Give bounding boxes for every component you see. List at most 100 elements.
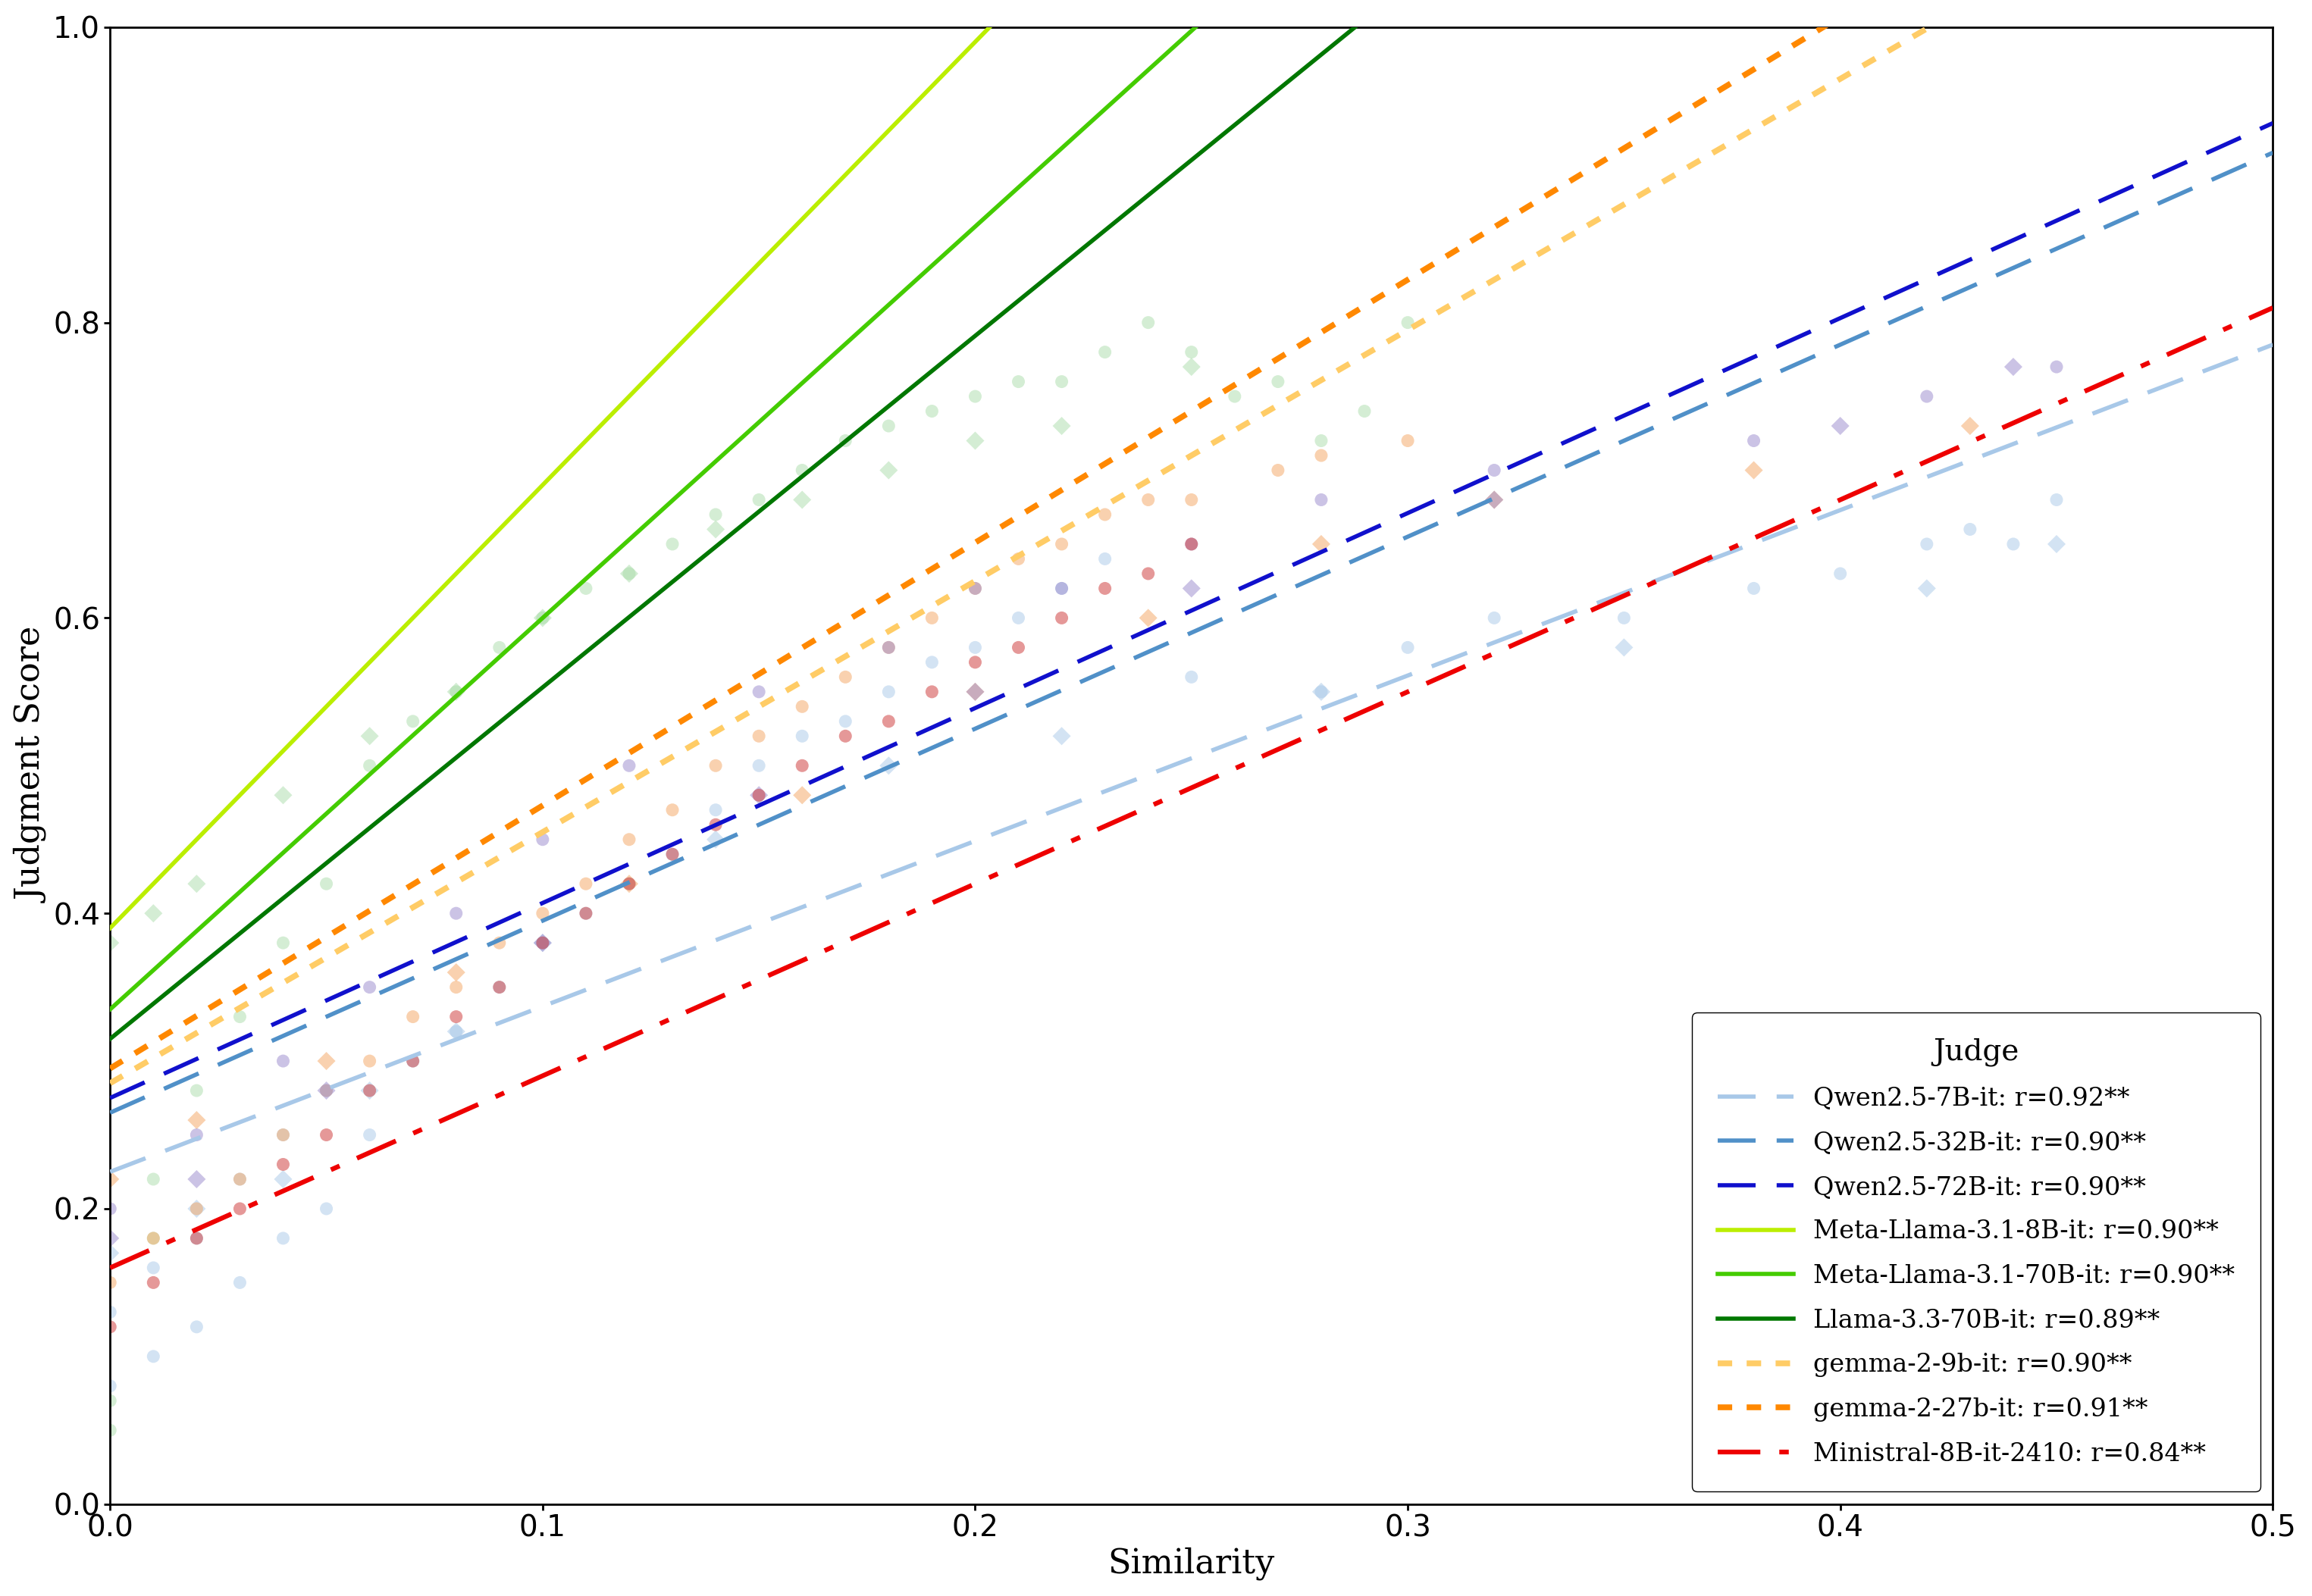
Point <box>1131 487 1168 512</box>
Point <box>178 1108 215 1133</box>
Point <box>1131 605 1168 630</box>
Point <box>1172 354 1209 380</box>
Point <box>351 1049 388 1074</box>
Point <box>2039 354 2076 380</box>
Point <box>698 501 735 527</box>
Point <box>1605 605 1642 630</box>
Point <box>222 1270 259 1296</box>
Point <box>1172 487 1209 512</box>
Point <box>395 1049 432 1074</box>
Point <box>437 900 474 926</box>
Point <box>222 1167 259 1192</box>
Point <box>957 635 994 661</box>
Point <box>1172 664 1209 689</box>
Point <box>610 827 647 852</box>
Point <box>610 753 647 779</box>
Point <box>566 576 603 602</box>
Point <box>1822 560 1859 586</box>
Point <box>525 900 562 926</box>
Point <box>957 678 994 704</box>
Point <box>1736 576 1773 602</box>
Point <box>264 1122 301 1148</box>
Point <box>525 605 562 630</box>
Point <box>828 709 865 734</box>
Point <box>134 900 171 926</box>
Point <box>92 1240 129 1266</box>
Point <box>92 1417 129 1443</box>
Point <box>740 678 777 704</box>
Point <box>784 753 821 779</box>
Point <box>92 1226 129 1251</box>
Point <box>869 753 906 779</box>
X-axis label: Similarity: Similarity <box>1107 1547 1274 1580</box>
Point <box>1172 531 1209 557</box>
Point <box>1951 413 1988 439</box>
Point <box>178 1226 215 1251</box>
Point <box>784 694 821 720</box>
Point <box>784 458 821 484</box>
Point <box>437 959 474 985</box>
Point <box>437 1004 474 1029</box>
Point <box>784 723 821 749</box>
Point <box>740 723 777 749</box>
Point <box>264 1167 301 1192</box>
Point <box>1475 487 1512 512</box>
Point <box>1951 517 1988 543</box>
Point <box>957 576 994 602</box>
Point <box>610 560 647 586</box>
Point <box>307 1077 344 1103</box>
Point <box>395 1004 432 1029</box>
Point <box>1390 310 1427 335</box>
Point <box>178 1077 215 1103</box>
Point <box>1302 678 1339 704</box>
Point <box>828 723 865 749</box>
Point <box>525 930 562 956</box>
Point <box>395 1049 432 1074</box>
Point <box>307 1122 344 1148</box>
Point <box>698 796 735 822</box>
Point <box>481 635 518 661</box>
Y-axis label: Judgment Score: Judgment Score <box>16 629 49 903</box>
Point <box>566 900 603 926</box>
Legend: Qwen2.5-7B-it: r=0.92**, Qwen2.5-32B-it: r=0.90**, Qwen2.5-72B-it: r=0.90**, Met: Qwen2.5-7B-it: r=0.92**, Qwen2.5-32B-it:… <box>1692 1012 2261 1492</box>
Point <box>698 753 735 779</box>
Point <box>307 1049 344 1074</box>
Point <box>1475 487 1512 512</box>
Point <box>437 1018 474 1044</box>
Point <box>134 1254 171 1280</box>
Point <box>1736 428 1773 453</box>
Point <box>1087 546 1124 571</box>
Point <box>654 796 691 822</box>
Point <box>1001 635 1038 661</box>
Point <box>1131 560 1168 586</box>
Point <box>437 975 474 1001</box>
Point <box>610 871 647 897</box>
Point <box>92 1373 129 1398</box>
Point <box>654 841 691 867</box>
Point <box>957 428 994 453</box>
Point <box>525 930 562 956</box>
Point <box>525 930 562 956</box>
Point <box>1043 531 1080 557</box>
Point <box>1907 531 1944 557</box>
Point <box>351 1077 388 1103</box>
Point <box>1216 383 1253 409</box>
Point <box>957 678 994 704</box>
Point <box>740 487 777 512</box>
Point <box>869 635 906 661</box>
Point <box>1390 635 1427 661</box>
Point <box>264 1226 301 1251</box>
Point <box>869 413 906 439</box>
Point <box>828 664 865 689</box>
Point <box>437 678 474 704</box>
Point <box>913 399 950 425</box>
Point <box>913 650 950 675</box>
Point <box>1302 678 1339 704</box>
Point <box>740 782 777 808</box>
Point <box>134 1226 171 1251</box>
Point <box>178 1195 215 1221</box>
Point <box>1995 531 2032 557</box>
Point <box>869 635 906 661</box>
Point <box>307 1195 344 1221</box>
Point <box>610 560 647 586</box>
